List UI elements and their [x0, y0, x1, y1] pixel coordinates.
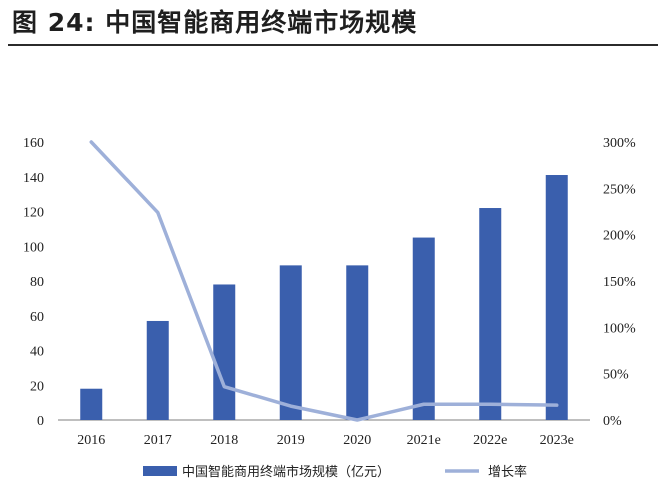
y-left-tick-label: 120	[23, 206, 44, 221]
y-left-tick-label: 140	[23, 171, 44, 186]
line-series	[89, 140, 559, 422]
y-right-tick-label: 300%	[603, 136, 636, 151]
x-tick-label: 2017	[144, 433, 172, 448]
legend-bar-label: 中国智能商用终端市场规模（亿元）	[182, 464, 390, 480]
y-left-tick-label: 80	[30, 275, 44, 290]
y-right-tick-label: 50%	[603, 368, 629, 383]
bar-2021e	[412, 237, 435, 420]
x-tick-label: 2023e	[540, 433, 574, 448]
y-right-tick-label: 200%	[603, 229, 636, 244]
x-tick-label: 2016	[77, 433, 105, 448]
y-left-tick-label: 160	[23, 136, 44, 151]
x-tick-label: 2022e	[473, 433, 507, 448]
bar-2018	[213, 284, 236, 420]
y-right-tick-label: 0%	[603, 414, 622, 429]
figure-title: 图 24: 中国智能商用终端市场规模	[12, 8, 418, 37]
y-right-tick-label: 250%	[603, 182, 636, 197]
legend-line-label: 增长率	[488, 464, 527, 480]
y-right-tick-label: 150%	[603, 275, 636, 290]
y-left-tick-label: 60	[30, 310, 44, 325]
chart-axes: 0 20 40 60 80 100 120 140 160 0% 50% 100% 150% 200% 25…	[23, 136, 636, 448]
x-tick-label: 2021e	[407, 433, 441, 448]
y-left-tick-label: 40	[30, 345, 44, 360]
x-tick-label: 2020	[343, 433, 371, 448]
bar-2020	[346, 265, 369, 420]
bar-2023e	[545, 175, 568, 420]
y-left-tick-label: 0	[37, 414, 44, 429]
bar-series	[80, 175, 568, 420]
bar-2022e	[479, 208, 502, 420]
legend: 中国智能商用终端市场规模（亿元） 增长率	[143, 464, 527, 480]
growth-rate-line	[89, 140, 559, 422]
x-tick-label: 2019	[277, 433, 305, 448]
y-left-tick-label: 100	[23, 240, 44, 255]
bar-2017	[146, 320, 169, 420]
bar-2019	[279, 265, 302, 420]
y-left-tick-label: 20	[30, 379, 44, 394]
figure-header: 图 24: 中国智能商用终端市场规模	[8, 0, 658, 46]
legend-bar-swatch	[143, 466, 177, 476]
y-right-tick-label: 100%	[603, 321, 636, 336]
bar-2016	[80, 388, 103, 420]
x-tick-label: 2018	[210, 433, 238, 448]
